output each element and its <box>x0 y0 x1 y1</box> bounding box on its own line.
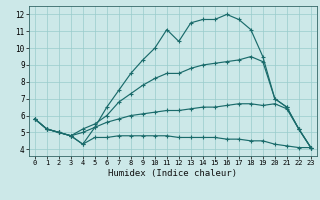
X-axis label: Humidex (Indice chaleur): Humidex (Indice chaleur) <box>108 169 237 178</box>
